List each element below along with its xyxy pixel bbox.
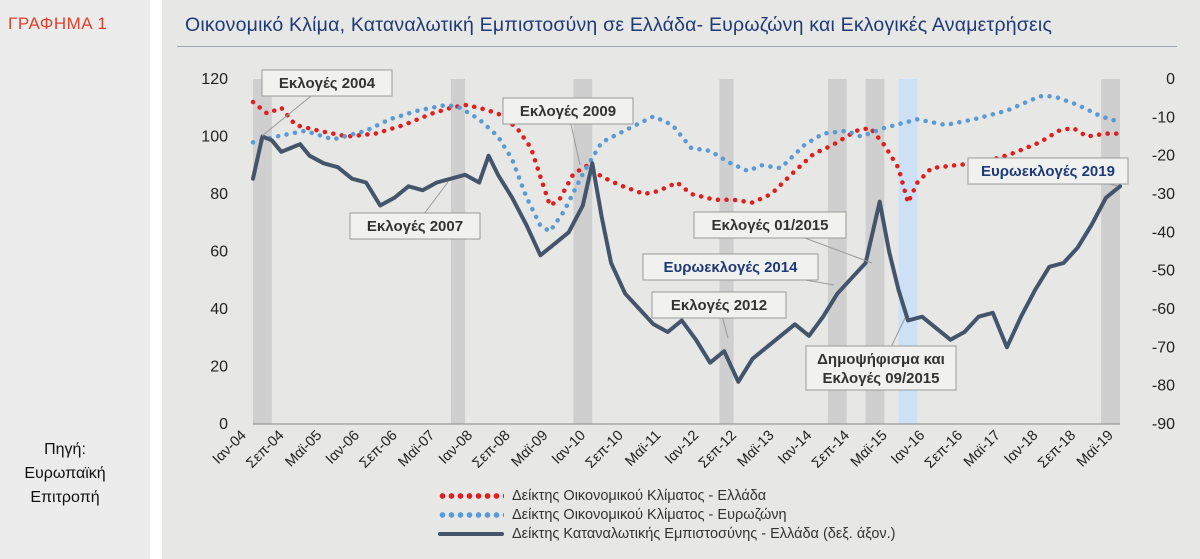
y-right-tick-label: -60 (1152, 301, 1175, 318)
figure-label: ΓΡΑΦΗΜΑ 1 (8, 14, 108, 33)
x-tick-label: Σεπ-16 (922, 428, 966, 472)
y-left-tick-label: 40 (210, 301, 228, 318)
title-divider (177, 46, 1177, 47)
annotation-box (805, 345, 957, 391)
annotation-label: Εκλογές 09/2015 (823, 370, 940, 387)
legend-label: Δείκτης Καταναλωτικής Εμπιστοσύνης - Ελλ… (512, 525, 896, 542)
legend-swatch-solid-line (438, 531, 504, 536)
annotation-label: Εκλογές 2009 (520, 103, 616, 120)
source-note: Πηγή: Ευρωπαϊκή Επιτροπή (0, 438, 130, 510)
y-right-tick-label: -80 (1152, 378, 1175, 395)
annotation-label: Δημοψήφισμα και (817, 351, 945, 368)
election-period-band (573, 79, 593, 424)
legend-swatch-red-dotted (438, 492, 504, 499)
series-line-dotted (250, 99, 1123, 208)
y-right-tick-label: -40 (1152, 224, 1175, 241)
election-period-band (865, 79, 885, 424)
y-right-tick-label: -90 (1152, 416, 1175, 433)
sidebar: ΓΡΑΦΗΜΑ 1 Πηγή: Ευρωπαϊκή Επιτροπή (0, 0, 150, 559)
y-left-tick-label: 120 (201, 71, 228, 88)
x-tick-label: Μαϊ-11 (622, 428, 664, 470)
y-right-tick-label: -10 (1152, 109, 1175, 126)
x-tick-label: Μαϊ-17 (961, 428, 1004, 471)
annotation-box (349, 212, 481, 240)
y-left-tick-label: 80 (210, 186, 228, 203)
annotation-box (261, 69, 393, 97)
legend-label: Δείκτης Οικονομικού Κλίματος - Ελλάδα (512, 487, 767, 504)
y-right-tick-label: -30 (1152, 186, 1175, 203)
election-period-band (719, 79, 734, 424)
y-left-tick-label: 20 (210, 359, 228, 376)
source-line: Ευρωπαϊκή (24, 465, 106, 482)
y-left-tick-label: 60 (210, 244, 228, 261)
annotation-label: Ευρωεκλογές 2014 (664, 259, 799, 276)
x-tick-label: Μαϊ-13 (735, 428, 778, 471)
y-right-tick-label: -70 (1152, 339, 1175, 356)
x-tick-label: Σεπ-04 (243, 428, 287, 472)
x-tick-label: Σεπ-18 (1035, 428, 1079, 472)
annotation-box (651, 291, 787, 319)
annotation-box (502, 97, 634, 125)
legend: Δείκτης Οικονομικού Κλίματος - Ελλάδα Δε… (438, 486, 896, 543)
chart-title: Οικονομικό Κλίμα, Καταναλωτική Εμπιστοσύ… (185, 14, 1053, 36)
x-tick-label: Σεπ-08 (470, 428, 514, 472)
series-line-solid (251, 134, 1122, 384)
annotation-label: Εκλογές 01/2015 (712, 217, 829, 234)
x-tick-label: Μαϊ-09 (509, 428, 552, 471)
x-tick-label: Μαϊ-05 (282, 428, 325, 471)
y-left-tick-label: 0 (219, 416, 228, 433)
x-tick-label: Μαϊ-15 (848, 428, 891, 471)
y-left-tick-label: 100 (201, 129, 228, 146)
x-tick-label: Σεπ-14 (809, 428, 853, 472)
annotation-label: Εκλογές 2012 (671, 297, 767, 314)
election-period-band (1101, 79, 1120, 424)
y-right-tick-label: -20 (1152, 148, 1175, 165)
legend-item: Δείκτης Καταναλωτικής Εμπιστοσύνης - Ελλ… (438, 524, 896, 543)
annotation-label: Εκλογές 2007 (367, 218, 463, 235)
x-tick-label: Μαϊ-19 (1074, 428, 1117, 471)
y-right-tick-label: -50 (1152, 263, 1175, 280)
x-tick-label: Σεπ-12 (696, 428, 740, 472)
legend-item: Δείκτης Οικονομικού Κλίματος - Ελλάδα (438, 486, 896, 505)
annotation-box (642, 253, 819, 281)
annotation-box (693, 211, 847, 239)
x-tick-label: Μαϊ-07 (395, 428, 438, 471)
y-right-tick-label: 0 (1166, 71, 1175, 88)
legend-label: Δείκτης Οικονομικού Κλίματος - Ευρωζώνη (512, 506, 787, 523)
source-line: Επιτροπή (30, 489, 100, 506)
source-line: Πηγή: (44, 441, 86, 458)
annotation-box (967, 157, 1129, 185)
election-period-band (827, 79, 847, 424)
annotation-label: Ευρωεκλογές 2019 (981, 163, 1115, 180)
legend-swatch-blue-dotted (438, 511, 504, 518)
x-tick-label: Σεπ-10 (583, 428, 627, 472)
annotation-label: Εκλογές 2004 (279, 75, 376, 92)
election-period-band (450, 79, 466, 424)
election-period-band (898, 79, 918, 424)
legend-item: Δείκτης Οικονομικού Κλίματος - Ευρωζώνη (438, 505, 896, 524)
x-tick-label: Σεπ-06 (356, 428, 400, 472)
